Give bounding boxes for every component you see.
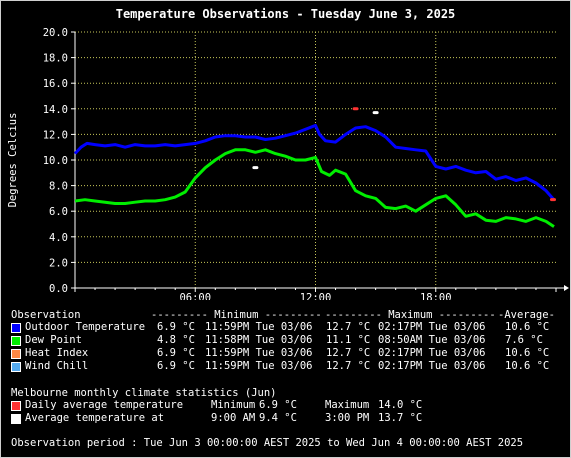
legend-min-time: 11:59PM Tue 03/06 — [205, 321, 313, 333]
legend-name: Wind Chill — [25, 360, 89, 372]
climate-c3: 3:00 PM — [325, 412, 370, 424]
x-tick-label: 06:00 — [179, 292, 211, 300]
y-tick-label: 10.0 — [43, 155, 68, 167]
legend-min-val: 6.9 °C — [157, 360, 195, 372]
legend-max-val: 11.1 °C — [326, 334, 371, 346]
legend-max-val: 12.7 °C — [326, 321, 371, 333]
climate-c2: 6.9 °C — [259, 399, 297, 411]
y-tick-label: 8.0 — [49, 181, 68, 193]
climate-c2: 9.4 °C — [259, 412, 297, 424]
legend-min-val: 6.9 °C — [157, 321, 195, 333]
legend-max-time: 02:17PM Tue 03/06 — [378, 347, 486, 359]
legend-swatch — [11, 362, 21, 372]
legend-min-time: 11:59PM Tue 03/06 — [205, 347, 313, 359]
observation-period: Observation period : Tue Jun 3 00:00:00 … — [11, 437, 524, 449]
legend-max-time: 02:17PM Tue 03/06 — [378, 360, 486, 372]
climate-c4: 14.0 °C — [378, 399, 423, 411]
legend-max-time: 02:17PM Tue 03/06 — [378, 321, 486, 333]
y-tick-label: 18.0 — [43, 53, 68, 65]
legend-min-val: 4.8 °C — [157, 334, 195, 346]
x-tick-label: 12:00 — [300, 292, 332, 300]
climate-marker — [352, 107, 359, 111]
legend-name: Outdoor Temperature — [25, 321, 146, 333]
y-tick-label: 4.0 — [49, 232, 68, 244]
legend-swatch — [11, 336, 21, 346]
climate-swatch — [11, 401, 21, 411]
legend-min-time: 11:59PM Tue 03/06 — [205, 360, 313, 372]
climate-swatch — [11, 414, 21, 424]
climate-label: Daily average temperature — [25, 399, 184, 411]
legend-min-val: 6.9 °C — [157, 347, 195, 359]
x-tick-label: 18:00 — [420, 292, 452, 300]
legend-name: Heat Index — [25, 347, 89, 359]
legend-header-average: -Average- — [498, 309, 555, 321]
legend-avg: 7.6 °C — [505, 334, 543, 346]
legend-swatch — [11, 323, 21, 333]
climate-heading: Melbourne monthly climate statistics (Ju… — [11, 387, 277, 399]
y-tick-label: 2.0 — [49, 257, 68, 269]
legend-min-time: 11:58PM Tue 03/06 — [205, 334, 313, 346]
climate-c4: 13.7 °C — [378, 412, 423, 424]
y-tick-label: 0.0 — [49, 283, 68, 295]
legend-max-time: 08:50AM Tue 03/06 — [378, 334, 486, 346]
y-tick-label: 14.0 — [43, 104, 68, 116]
temperature-chart: Degrees Celcius 0.0 2.0 4.0 6.0 8.0 10.0 12.0 1… — [7, 27, 569, 300]
y-tick-label: 16.0 — [43, 78, 68, 90]
y-tick-label: 6.0 — [49, 206, 68, 218]
climate-c1: 9:00 AM — [211, 412, 256, 424]
climate-c3: Maximum — [325, 399, 370, 411]
legend-avg: 10.6 °C — [505, 360, 550, 372]
legend-swatch — [11, 349, 21, 359]
y-tick-label: 12.0 — [43, 129, 68, 141]
y-tick-label: 20.0 — [43, 27, 68, 39]
series-line-dew-point — [74, 148, 555, 228]
legend-header-minimum: --------- Minimum --------- — [151, 309, 322, 321]
climate-marker — [549, 198, 556, 202]
chart-title: Temperature Observations - Tuesday June … — [115, 7, 456, 21]
climate-label: Average temperature at — [25, 412, 165, 424]
legend-avg: 10.6 °C — [505, 321, 550, 333]
climate-marker — [372, 111, 379, 115]
legend-name: Dew Point — [25, 334, 82, 346]
x-axis-arrow — [564, 285, 569, 291]
series-line-outdoor-temperature — [73, 123, 556, 201]
legend-max-val: 12.7 °C — [326, 360, 371, 372]
legend-avg: 10.6 °C — [505, 347, 550, 359]
y-axis-label: Degrees Celcius — [7, 113, 19, 208]
legend-max-val: 12.7 °C — [326, 347, 371, 359]
legend-header-observation: Observation — [11, 309, 81, 321]
climate-marker — [252, 166, 259, 170]
legend-header-maximum: --------- Maximum --------- — [325, 309, 496, 321]
climate-c1: Minimum — [211, 399, 256, 411]
